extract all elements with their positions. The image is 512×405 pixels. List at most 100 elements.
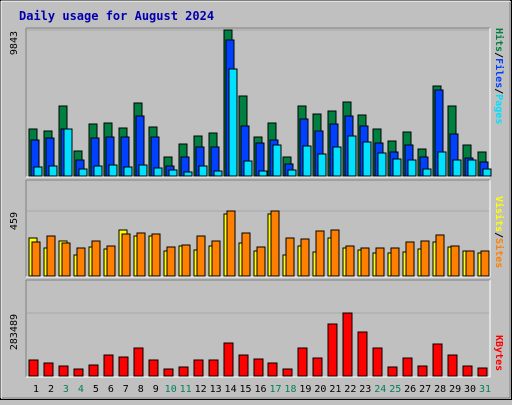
- bar-kbytes-day-7: [118, 356, 129, 377]
- bar-pages-day-18: [287, 169, 297, 177]
- bar-sites-day-25: [390, 247, 400, 277]
- day-label-1: 1: [33, 384, 39, 395]
- day-label-17: 17: [269, 384, 281, 395]
- bar-pages-day-25: [392, 158, 402, 177]
- bar-pages-day-23: [362, 141, 372, 177]
- bar-sites-day-12: [196, 235, 206, 277]
- bar-kbytes-day-14: [223, 342, 234, 377]
- day-label-7: 7: [123, 384, 129, 395]
- bar-kbytes-day-22: [342, 312, 353, 377]
- bar-kbytes-day-17: [267, 362, 278, 377]
- bar-kbytes-day-26: [402, 357, 413, 377]
- bar-sites-day-20: [315, 230, 325, 277]
- bar-pages-day-31: [482, 168, 492, 177]
- day-label-2: 2: [48, 384, 54, 395]
- day-label-11: 11: [180, 384, 192, 395]
- day-label-23: 23: [359, 384, 371, 395]
- bar-kbytes-day-19: [297, 347, 308, 377]
- panel-kbytes: 283489: [9, 279, 491, 378]
- bar-kbytes-day-16: [253, 358, 264, 377]
- bar-sites-day-4: [76, 247, 86, 277]
- chart-title: Daily usage for August 2024: [19, 9, 214, 23]
- legend-files: Files: [493, 58, 505, 88]
- bar-sites-day-13: [211, 240, 221, 277]
- bar-sites-day-29: [450, 245, 460, 277]
- day-label-5: 5: [93, 384, 99, 395]
- panel-hits-files-pages: 9843: [9, 27, 492, 178]
- bar-sites-day-11: [181, 244, 191, 277]
- bar-pages-day-22: [347, 135, 357, 177]
- bar-pages-day-3: [63, 128, 73, 177]
- y-max-label: 283489: [9, 314, 20, 350]
- bar-sites-day-10: [166, 246, 176, 277]
- bar-kbytes-day-24: [372, 347, 383, 377]
- bar-pages-day-24: [377, 152, 387, 177]
- bar-pages-day-8: [138, 164, 148, 177]
- bar-sites-day-17: [270, 210, 280, 277]
- bar-pages-day-29: [452, 159, 462, 177]
- bar-sites-day-7: [121, 233, 131, 277]
- day-label-4: 4: [78, 384, 84, 395]
- bar-pages-day-27: [422, 168, 432, 177]
- legend-sep: /: [493, 232, 504, 238]
- bar-sites-day-19: [300, 238, 310, 277]
- day-label-3: 3: [63, 384, 69, 395]
- bar-kbytes-day-23: [357, 331, 368, 377]
- bar-pages-day-13: [213, 170, 223, 177]
- day-label-15: 15: [240, 384, 252, 395]
- day-label-20: 20: [314, 384, 326, 395]
- vertical-legend: KBytes: [493, 335, 504, 371]
- bar-kbytes-day-27: [417, 365, 428, 377]
- day-label-27: 27: [419, 384, 431, 395]
- day-label-9: 9: [153, 384, 159, 395]
- bar-sites-day-2: [46, 235, 56, 277]
- day-label-13: 13: [210, 384, 222, 395]
- bar-pages-day-14: [228, 68, 238, 177]
- bar-kbytes-day-1: [28, 359, 39, 377]
- bar-kbytes-day-8: [133, 347, 144, 377]
- bar-kbytes-day-31: [477, 367, 488, 377]
- bar-sites-day-21: [330, 229, 340, 277]
- day-label-28: 28: [434, 384, 446, 395]
- bar-sites-day-23: [360, 247, 370, 277]
- bar-kbytes-day-9: [148, 359, 159, 377]
- bar-pages-day-16: [258, 170, 268, 177]
- bar-sites-day-31: [480, 250, 490, 277]
- day-label-8: 8: [138, 384, 144, 395]
- bar-pages-day-26: [407, 159, 417, 177]
- bar-sites-day-15: [241, 232, 251, 277]
- bar-sites-day-1: [31, 241, 41, 277]
- day-label-31: 31: [479, 384, 491, 395]
- bar-kbytes-day-11: [178, 366, 189, 377]
- bar-sites-day-16: [256, 246, 266, 277]
- vertical-legend: Hits/Files/Pages: [493, 28, 505, 124]
- bar-sites-day-9: [151, 233, 161, 277]
- bar-kbytes-day-15: [238, 354, 249, 377]
- bar-pages-day-17: [272, 144, 282, 177]
- bar-kbytes-day-21: [327, 323, 338, 377]
- bar-pages-day-6: [108, 164, 118, 177]
- legend-hits: Hits: [493, 28, 505, 52]
- panel-visits-sites: 459: [9, 179, 491, 278]
- bar-kbytes-day-30: [462, 365, 473, 377]
- bar-kbytes-day-20: [312, 357, 323, 377]
- bar-kbytes-day-6: [103, 354, 114, 377]
- bar-kbytes-day-4: [73, 368, 84, 377]
- bar-sites-day-18: [285, 237, 295, 277]
- chart-panels: 9843 459 283489: [9, 27, 492, 378]
- bar-pages-day-28: [437, 151, 447, 177]
- bar-sites-day-3: [61, 242, 71, 277]
- y-max-label: 459: [9, 212, 20, 230]
- vertical-legend: Visits/Sites: [493, 196, 505, 268]
- day-label-24: 24: [374, 384, 386, 395]
- bar-sites-day-28: [435, 234, 445, 277]
- legend-sites: Sites: [493, 238, 505, 268]
- day-label-19: 19: [299, 384, 311, 395]
- bar-kbytes-day-28: [432, 343, 443, 377]
- bar-pages-day-9: [153, 167, 163, 177]
- day-label-14: 14: [225, 384, 237, 395]
- bar-sites-day-6: [106, 245, 116, 277]
- day-label-25: 25: [389, 384, 401, 395]
